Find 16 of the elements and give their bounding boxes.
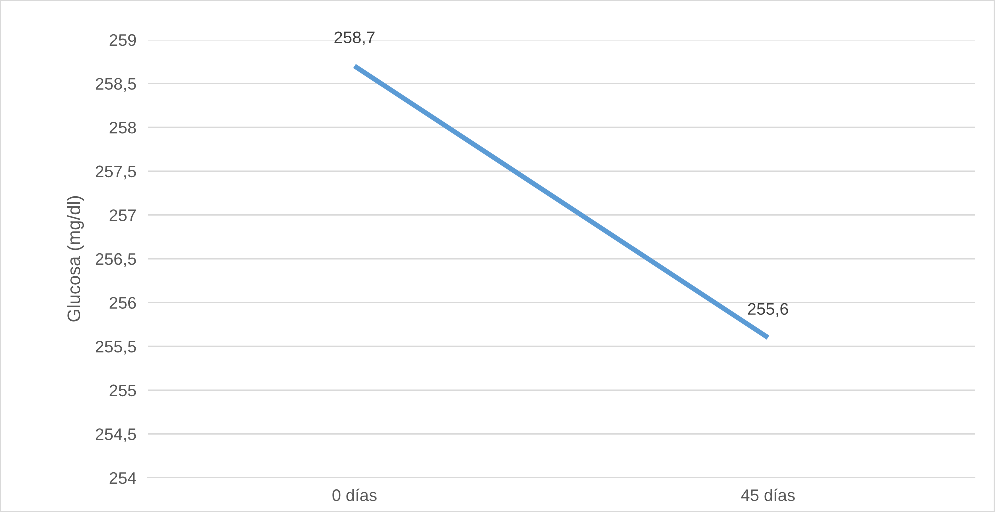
x-tick-label: 45 días [741,488,795,502]
y-tick-label: 254 [110,472,136,484]
data-label: 258,7 [334,32,375,46]
y-tick-label: 256,5 [96,253,136,268]
y-tick-label: 258 [110,122,136,134]
data-label: 255,6 [748,303,788,318]
y-axis-title: Glucosa (mg/dl) [67,196,84,322]
y-tick-label: 254,5 [96,428,136,442]
y-tick-label: 255,5 [96,341,136,355]
y-tick-label: 257,5 [96,166,136,180]
y-tick-label: 258,5 [96,78,136,92]
y-tick-label: 256 [110,297,136,310]
y-tick-label: 255 [110,384,136,397]
x-tick-label: 0 días [332,488,377,502]
y-tick-label: 257 [110,210,136,222]
y-tick-label: 259 [110,34,136,46]
